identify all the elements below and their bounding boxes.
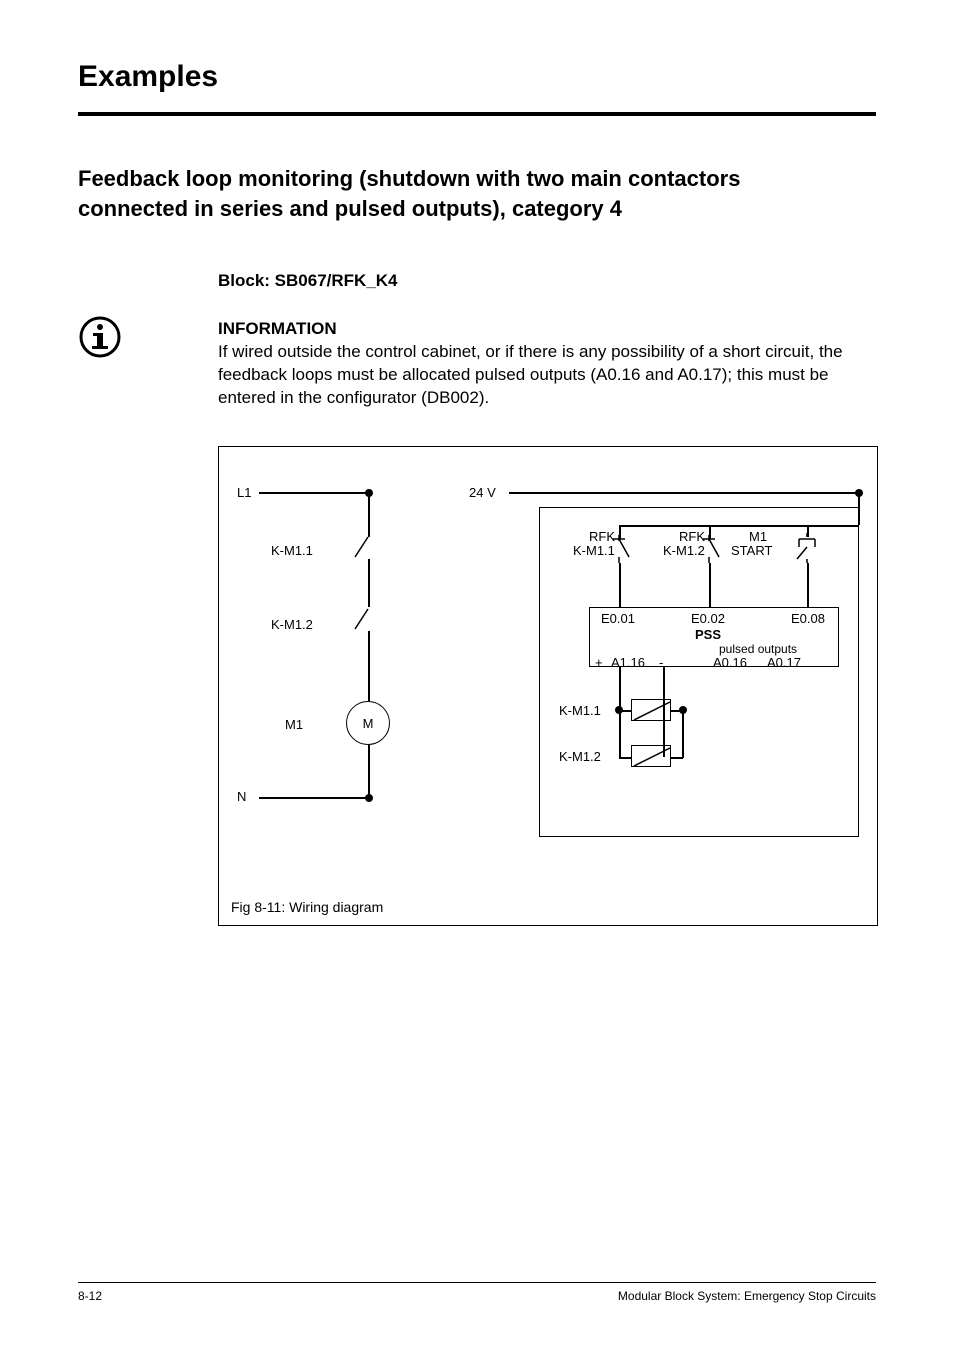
nc-contact-1 [611, 535, 635, 566]
line [368, 492, 370, 527]
label-n: N [237, 789, 246, 804]
label-km12-left: K-M1.2 [271, 617, 313, 632]
line [682, 710, 684, 758]
label-rfk2: RFK [671, 529, 705, 544]
pushbutton-symbol [795, 533, 823, 566]
section-title-line1: Feedback loop monitoring (shutdown with … [78, 166, 740, 191]
line [368, 631, 370, 701]
footer-page-number: 8-12 [78, 1289, 102, 1303]
line [619, 710, 621, 757]
wiring-diagram: L1 K-M1.1 K-M1.2 M1 M [218, 446, 878, 926]
footer-row: 8-12 Modular Block System: Emergency Sto… [78, 1289, 876, 1303]
coil-box-1 [631, 699, 671, 721]
line [509, 492, 859, 494]
label-coil-km11: K-M1.1 [559, 703, 601, 718]
label-coil-km12: K-M1.2 [559, 749, 601, 764]
label-e008: E0.08 [791, 611, 825, 626]
information-block: INFORMATION If wired outside the control… [218, 319, 876, 410]
label-km12-rfk: K-M1.2 [663, 543, 705, 558]
label-pulsed: pulsed outputs [719, 642, 797, 656]
block-label: Block: SB067/RFK_K4 [218, 271, 876, 291]
label-m1-start: M1 [749, 529, 767, 544]
footer-doc-title: Modular Block System: Emergency Stop Cir… [618, 1289, 876, 1303]
section-title-line2: connected in series and pulsed outputs),… [78, 196, 622, 221]
line [259, 492, 369, 494]
line [619, 667, 621, 707]
contact-symbol [353, 535, 383, 559]
nc-contact-2 [701, 535, 725, 566]
page-footer: 8-12 Modular Block System: Emergency Sto… [78, 1282, 876, 1303]
line [368, 559, 370, 607]
diagram-caption: Fig 8-11: Wiring diagram [231, 899, 383, 915]
info-body: If wired outside the control cabinet, or… [218, 341, 876, 410]
content-column: Block: SB067/RFK_K4 INFORMATION If wired… [218, 271, 876, 926]
chapter-title: Examples [78, 60, 876, 94]
info-icon [78, 315, 122, 364]
label-rfk1: RFK [581, 529, 615, 544]
line [807, 563, 809, 607]
label-e002: E0.02 [691, 611, 725, 626]
label-m: M [363, 716, 374, 731]
label-a016: A0.16 [713, 655, 747, 670]
label-km11-rfk: K-M1.1 [573, 543, 615, 558]
section-title: Feedback loop monitoring (shutdown with … [78, 164, 876, 223]
label-a116: A1.16 [611, 655, 645, 670]
label-km11-left: K-M1.1 [271, 543, 313, 558]
line [835, 525, 859, 527]
page: Examples Feedback loop monitoring (shutd… [0, 0, 954, 1351]
line [619, 525, 835, 527]
label-24v: 24 V [469, 485, 496, 500]
label-l1: L1 [237, 485, 251, 500]
node-dot [365, 794, 373, 802]
line [619, 563, 621, 607]
title-rule [78, 112, 876, 116]
line [709, 563, 711, 607]
label-e001: E0.01 [601, 611, 635, 626]
line [259, 797, 369, 799]
contact-symbol [353, 607, 383, 631]
info-heading: INFORMATION [218, 319, 876, 339]
coil-box-2 [631, 745, 671, 767]
line [619, 757, 631, 759]
motor-symbol: M [346, 701, 390, 745]
label-m1: M1 [285, 717, 303, 732]
label-start: START [731, 543, 772, 558]
line [368, 745, 370, 797]
footer-rule [78, 1282, 876, 1283]
label-pss: PSS [695, 627, 721, 642]
label-plus: + [595, 655, 603, 670]
label-a017: A0.17 [767, 655, 801, 670]
